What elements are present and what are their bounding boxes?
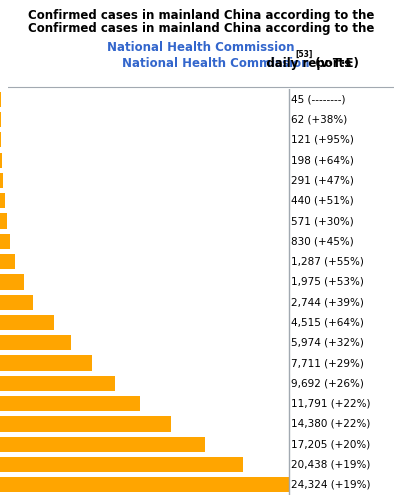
Text: National Health Commission: National Health Commission — [122, 57, 309, 70]
Text: 5,974 (+32%): 5,974 (+32%) — [291, 338, 363, 348]
Text: 440 (+51%): 440 (+51%) — [291, 196, 353, 206]
Bar — [0, 315, 54, 330]
Text: 1,975 (+53%): 1,975 (+53%) — [291, 277, 363, 287]
Text: National Health Commission: National Health Commission — [107, 41, 294, 53]
Text: 198 (+64%): 198 (+64%) — [291, 155, 353, 165]
Text: 4,515 (+64%): 4,515 (+64%) — [291, 317, 363, 328]
Text: 1,287 (+55%): 1,287 (+55%) — [291, 256, 363, 267]
Bar — [0, 213, 7, 229]
Text: 11,791 (+22%): 11,791 (+22%) — [291, 398, 370, 409]
Bar — [0, 376, 115, 391]
Text: 2,744 (+39%): 2,744 (+39%) — [291, 297, 363, 307]
Text: 121 (+95%): 121 (+95%) — [291, 135, 353, 145]
Bar — [0, 335, 71, 350]
Bar — [0, 254, 15, 269]
Text: 9,692 (+26%): 9,692 (+26%) — [291, 378, 363, 389]
Text: 62 (+38%): 62 (+38%) — [291, 114, 347, 125]
Bar — [0, 173, 4, 188]
Text: Confirmed cases in mainland China according to the: Confirmed cases in mainland China accord… — [28, 9, 373, 22]
Text: 24,324 (+19%): 24,324 (+19%) — [291, 480, 370, 490]
Bar — [0, 152, 2, 168]
Text: 45 (--------): 45 (--------) — [291, 94, 345, 104]
Bar — [0, 477, 289, 493]
Text: Confirmed cases in mainland China according to the: Confirmed cases in mainland China accord… — [28, 22, 373, 35]
Bar — [0, 193, 5, 208]
Bar — [0, 457, 243, 472]
Text: 7,711 (+29%): 7,711 (+29%) — [291, 358, 363, 368]
Text: 17,205 (+20%): 17,205 (+20%) — [291, 439, 370, 449]
Bar — [0, 274, 23, 290]
Text: daily reports: daily reports — [122, 57, 350, 70]
Text: 571 (+30%): 571 (+30%) — [291, 216, 353, 226]
Text: [53]: [53] — [294, 50, 312, 58]
Bar — [0, 355, 91, 371]
Text: 14,380 (+22%): 14,380 (+22%) — [291, 419, 370, 429]
Bar — [0, 416, 171, 432]
Bar — [0, 295, 32, 310]
Bar — [0, 396, 140, 411]
Text: 20,438 (+19%): 20,438 (+19%) — [291, 459, 370, 470]
Text: 830 (+45%): 830 (+45%) — [291, 236, 353, 247]
Bar — [0, 132, 2, 148]
Bar — [0, 437, 204, 452]
Text: 291 (+47%): 291 (+47%) — [291, 175, 353, 186]
Bar — [0, 112, 1, 127]
Text: (v·T·E): (v·T·E) — [311, 57, 358, 70]
Bar — [0, 234, 10, 249]
Text: National Health Commission daily reports: National Health Commission daily reports — [63, 57, 338, 70]
